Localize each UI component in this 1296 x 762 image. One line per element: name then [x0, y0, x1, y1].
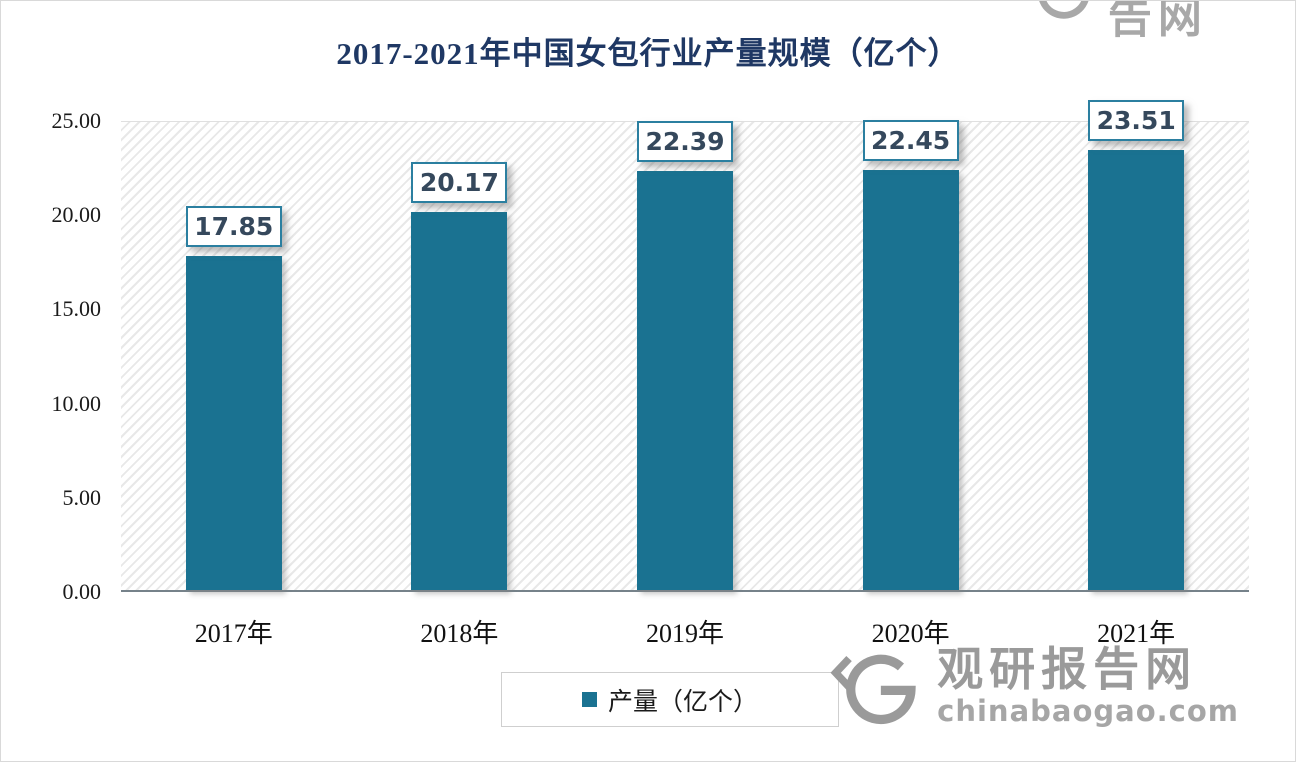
legend-swatch-icon: [581, 692, 597, 707]
chart-title: 2017-2021年中国女包行业产量规模（亿个）: [336, 36, 960, 71]
y-tick-label: 15.00: [51, 296, 102, 322]
bar-slot: 22.39: [572, 120, 798, 590]
x-axis-label: 2021年: [1097, 619, 1176, 648]
bar-value-label: 17.85: [185, 205, 282, 247]
bar-slot: 22.45: [798, 119, 1024, 590]
bar-value-label: 22.45: [862, 119, 959, 161]
x-axis-label: 2019年: [645, 619, 724, 648]
bars-layer: 17.85 20.17 22.39 22.45 23.51: [121, 99, 1249, 590]
bar-value-label: 22.39: [636, 120, 733, 162]
y-axis: 0.00 5.00 10.00 15.00 20.00 25.00: [1, 108, 109, 604]
watermark: 观研报告网 chinabaogao.com: [829, 645, 1239, 729]
watermark-name: 观研报告网: [937, 643, 1198, 695]
bar: [636, 170, 733, 590]
watermark-logo-icon: [830, 654, 916, 725]
bar-value-label: 20.17: [411, 162, 508, 204]
watermark-domain: chinabaogao.com: [937, 694, 1239, 729]
legend-label: 产量（亿个）: [607, 688, 758, 716]
x-axis-label: 2018年: [420, 619, 499, 648]
watermark-top-partial: 观研报告网: [1025, 1, 1295, 43]
bar-slot: 17.85: [121, 122, 347, 590]
bar: [411, 212, 508, 590]
y-tick-label: 20.00: [51, 202, 102, 228]
plot-area: 17.85 20.17 22.39 22.45 23.51: [121, 99, 1249, 592]
bar: [862, 169, 959, 590]
bar-value-label: 23.51: [1088, 99, 1185, 141]
x-axis-labels: 2017年 2018年 2019年 2020年 2021年: [121, 613, 1249, 650]
legend: 产量（亿个）: [501, 672, 839, 727]
watermark-name-partial: 观研报告网: [1107, 1, 1208, 43]
y-tick-label: 25.00: [51, 108, 102, 133]
watermark-logo-partial-icon: [1039, 1, 1089, 19]
bar-slot: 20.17: [347, 122, 573, 590]
y-tick-label: 10.00: [51, 390, 102, 416]
x-axis-label: 2020年: [871, 619, 950, 648]
bar: [1088, 149, 1185, 590]
x-axis-label: 2017年: [194, 619, 273, 648]
watermark-text: 观研报告网 chinabaogao.com: [937, 643, 1239, 729]
y-tick-label: 0.00: [62, 579, 102, 604]
bar-slot: 23.51: [1023, 99, 1249, 590]
y-tick-label: 5.00: [62, 484, 102, 510]
bar: [185, 255, 282, 590]
